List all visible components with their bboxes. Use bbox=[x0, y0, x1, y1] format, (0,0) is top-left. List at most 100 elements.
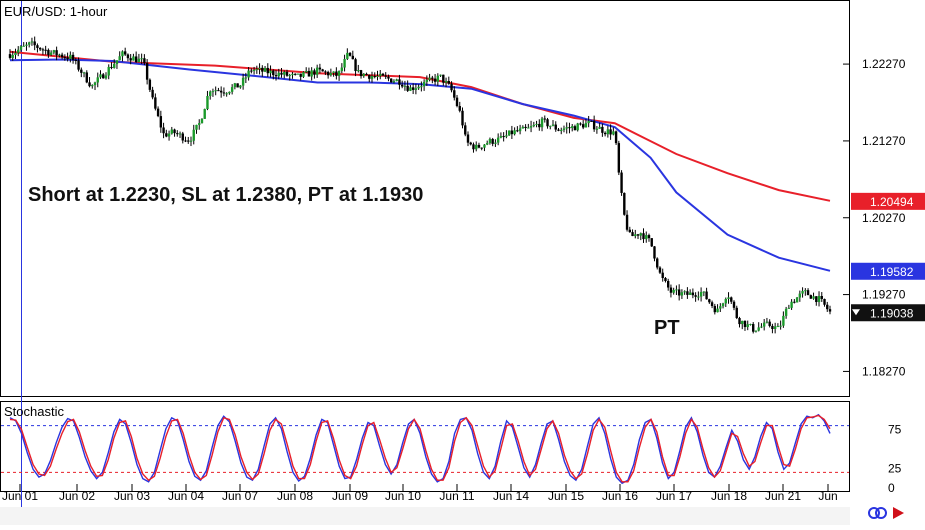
candle-body bbox=[669, 287, 673, 293]
candle-body bbox=[664, 278, 667, 281]
candle-body bbox=[595, 128, 599, 130]
candle-body bbox=[647, 235, 651, 239]
candle-body bbox=[754, 330, 758, 332]
x-tick-label: Jun 01 bbox=[2, 489, 38, 503]
candle-body bbox=[436, 75, 440, 82]
candle-body bbox=[247, 70, 250, 78]
candle-body bbox=[444, 80, 448, 83]
candle-body bbox=[113, 64, 116, 68]
candle-body bbox=[25, 44, 28, 46]
candle-body bbox=[409, 87, 412, 91]
candle-body bbox=[33, 41, 36, 46]
red-arrow-icon[interactable] bbox=[893, 507, 904, 519]
candle-body bbox=[420, 86, 423, 88]
candle-body bbox=[601, 126, 604, 133]
candle-body bbox=[22, 45, 25, 47]
candle-body bbox=[527, 127, 530, 129]
candle-body bbox=[145, 62, 149, 80]
candle-body bbox=[450, 83, 453, 91]
candle-body bbox=[472, 144, 475, 150]
candle-body bbox=[192, 129, 195, 141]
candle-body bbox=[485, 143, 489, 145]
candle-body bbox=[603, 132, 607, 135]
candle-body bbox=[206, 96, 209, 110]
candle-body bbox=[123, 51, 127, 55]
y-tick-label: 1.22270 bbox=[862, 57, 906, 71]
candle-body bbox=[178, 133, 182, 135]
candle-body bbox=[203, 109, 206, 119]
candle-body bbox=[620, 172, 623, 193]
candle-body bbox=[540, 118, 544, 128]
candle-body bbox=[241, 77, 245, 86]
candle-body bbox=[411, 87, 415, 90]
candle-body bbox=[724, 298, 727, 304]
candle-body bbox=[11, 54, 14, 58]
candle-body bbox=[19, 46, 23, 50]
trade-annotation: Short at 1.2230, SL at 1.2380, PT at 1.1… bbox=[28, 184, 423, 206]
candle-body bbox=[357, 70, 360, 72]
candle-body bbox=[518, 128, 522, 132]
candle-body bbox=[573, 126, 577, 131]
candle-body bbox=[483, 144, 486, 148]
candle-body bbox=[351, 55, 355, 60]
candle-body bbox=[551, 124, 555, 126]
candle-body bbox=[250, 70, 253, 72]
candle-body bbox=[431, 77, 434, 79]
candle-body bbox=[543, 118, 546, 120]
candle-body bbox=[815, 296, 818, 303]
candle-body bbox=[466, 134, 470, 143]
candle-body bbox=[143, 58, 146, 63]
profit-target-label: PT bbox=[654, 317, 680, 339]
candle-body bbox=[727, 297, 730, 299]
candle-body bbox=[447, 80, 450, 84]
candle-body bbox=[269, 70, 272, 74]
candle-body bbox=[776, 326, 780, 328]
x-tick-label: Jun 21 bbox=[765, 489, 801, 503]
x-tick-label: Jun 02 bbox=[59, 489, 95, 503]
candle-body bbox=[683, 291, 686, 293]
candle-body bbox=[787, 307, 791, 309]
candle-body bbox=[477, 144, 481, 148]
candle-body bbox=[554, 124, 557, 130]
x-tick-label: Jun 09 bbox=[332, 489, 368, 503]
x-tick-label: Jun 07 bbox=[222, 489, 258, 503]
candle-body bbox=[677, 289, 681, 296]
candle-body bbox=[96, 77, 99, 83]
candle-body bbox=[93, 82, 97, 86]
candle-body bbox=[313, 70, 316, 75]
candle-body bbox=[691, 292, 695, 296]
candle-body bbox=[804, 290, 807, 292]
candle-body bbox=[513, 130, 516, 135]
price-badge-label: 1.20494 bbox=[870, 195, 914, 209]
candle-body bbox=[362, 73, 365, 77]
candle-body bbox=[590, 120, 593, 122]
bottom-bar bbox=[0, 507, 850, 525]
link-icon[interactable] bbox=[868, 507, 880, 519]
candle-body bbox=[587, 120, 590, 124]
candle-body bbox=[148, 79, 152, 90]
candle-body bbox=[661, 272, 664, 279]
candle-body bbox=[47, 49, 50, 55]
candle-body bbox=[66, 57, 69, 59]
candle-body bbox=[184, 140, 187, 142]
candle-body bbox=[14, 52, 17, 55]
candle-body bbox=[294, 73, 297, 75]
candle-body bbox=[337, 70, 341, 76]
candle-body bbox=[801, 290, 804, 294]
stochastic-line-1 bbox=[9, 414, 831, 483]
price-badge-bg bbox=[851, 192, 925, 210]
candle-body bbox=[743, 320, 747, 328]
candle-body bbox=[823, 298, 826, 305]
candle-body bbox=[562, 128, 566, 130]
candle-body bbox=[373, 76, 376, 78]
candle-body bbox=[88, 82, 91, 87]
candle-body bbox=[557, 129, 560, 131]
candle-body bbox=[91, 85, 94, 87]
candle-body bbox=[738, 318, 741, 325]
candle-body bbox=[230, 87, 234, 92]
x-tick-label: Jun 16 bbox=[602, 489, 638, 503]
price-badge-bg bbox=[851, 304, 925, 322]
candle-body bbox=[219, 90, 223, 93]
candle-body bbox=[376, 75, 379, 77]
